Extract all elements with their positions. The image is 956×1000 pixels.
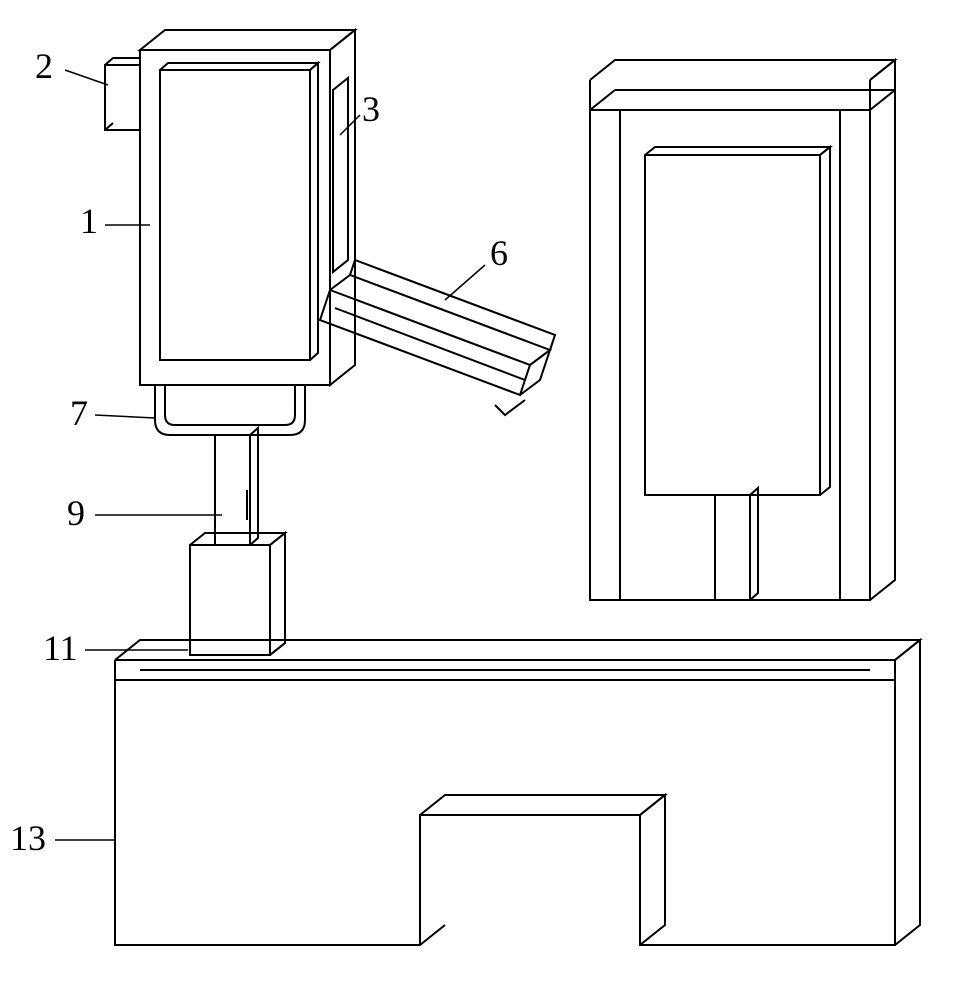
leader-lines — [55, 70, 485, 840]
base-structure — [115, 640, 920, 945]
right-frame — [590, 60, 895, 600]
label-3: 3 — [362, 88, 380, 130]
left-cabinet — [140, 30, 355, 385]
label-7: 7 — [70, 392, 88, 434]
technical-diagram — [0, 0, 956, 1000]
left-protrusion — [105, 58, 140, 130]
vertical-post — [215, 428, 258, 545]
label-2: 2 — [35, 45, 53, 87]
bracket-handle — [155, 385, 305, 435]
post-base-block — [190, 533, 285, 655]
label-1: 1 — [80, 200, 98, 242]
right-side-element — [333, 78, 348, 272]
label-6: 6 — [490, 232, 508, 274]
label-13: 13 — [10, 817, 46, 859]
label-9: 9 — [67, 492, 85, 534]
label-11: 11 — [43, 627, 78, 669]
